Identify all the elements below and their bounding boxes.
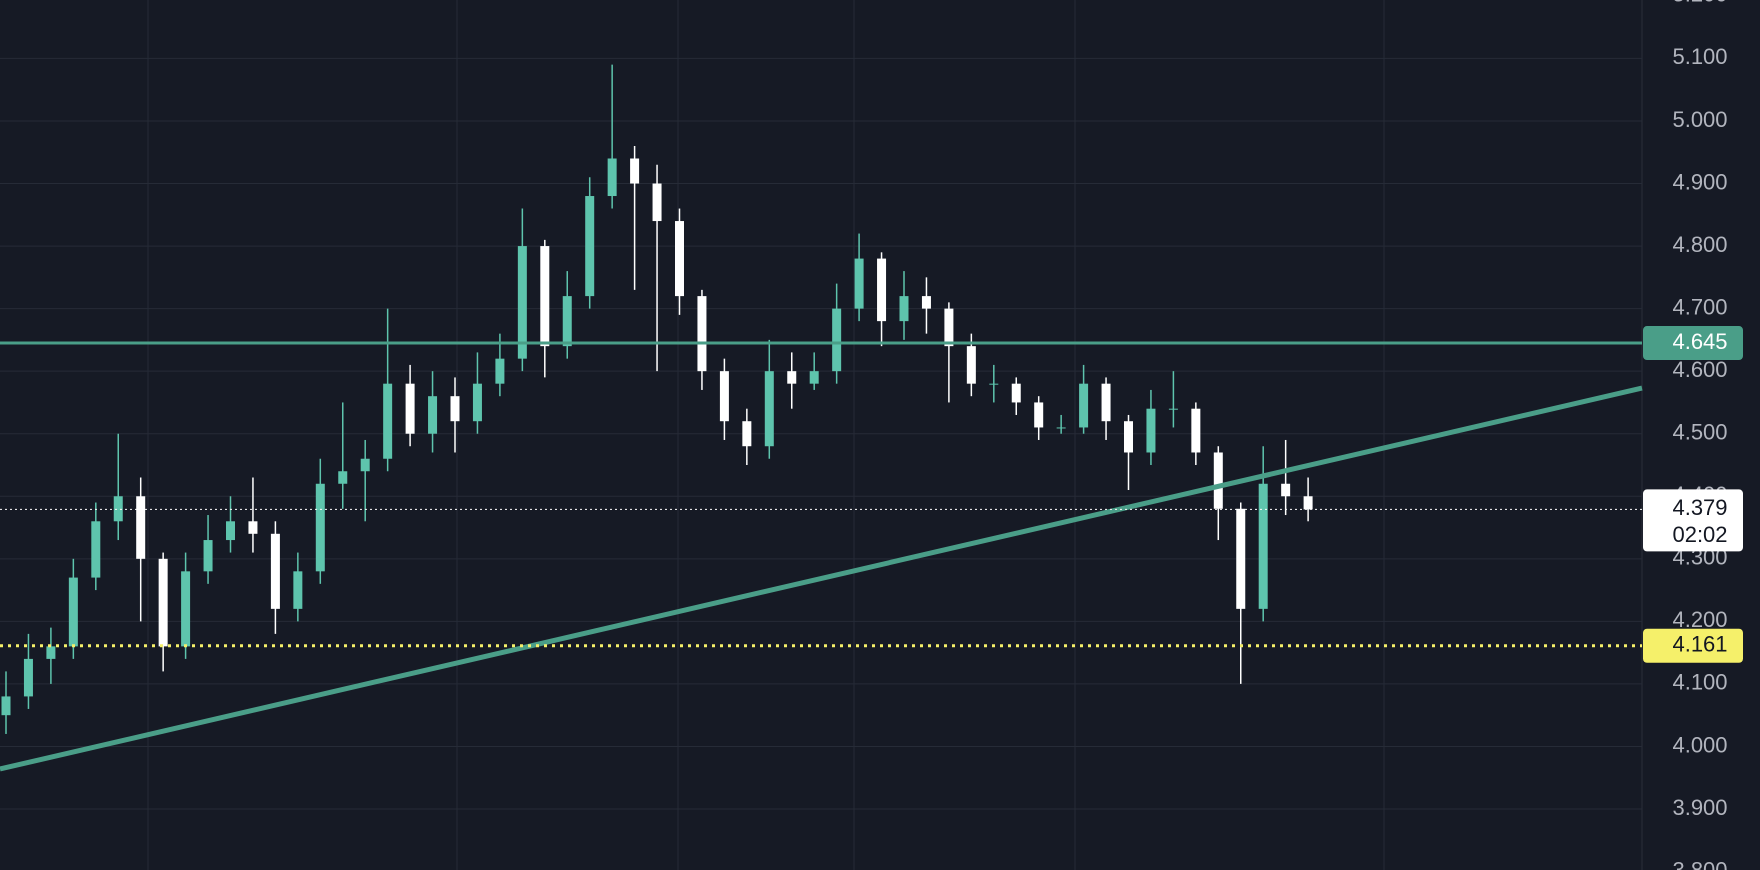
candle-body [158, 558, 168, 647]
candle-body [472, 383, 482, 422]
support-label-box [1643, 628, 1743, 663]
y-tick-label: 4.000 [1672, 732, 1727, 757]
y-tick-label: 4.500 [1672, 420, 1727, 445]
candle-body [652, 183, 662, 222]
candle-body [585, 196, 595, 297]
y-tick-label: 4.200 [1672, 607, 1727, 632]
vertical-grid [147, 0, 1385, 870]
y-tick-label: 4.800 [1672, 232, 1727, 257]
y-tick-label: 4.600 [1672, 357, 1727, 382]
trendline [0, 385, 1643, 772]
candle-body [989, 383, 999, 385]
candle-body [1079, 383, 1089, 428]
candle-body [1168, 408, 1178, 410]
candle-body [832, 308, 842, 372]
candle-body [1146, 408, 1156, 453]
candle-body [450, 396, 460, 422]
current-price-box [1643, 489, 1743, 552]
y-tick-label: 3.800 [1672, 857, 1727, 870]
candle-body [1011, 383, 1021, 403]
candle-body [719, 371, 729, 422]
candle-body [226, 521, 235, 541]
y-tick-label: 5.100 [1672, 44, 1727, 69]
candle-body [495, 358, 505, 384]
candle-body [113, 496, 123, 522]
y-tick-label: 4.100 [1672, 670, 1727, 695]
candle-body [203, 540, 213, 572]
candle-body [675, 221, 684, 297]
candle-body [383, 383, 393, 459]
candle-body [540, 246, 550, 347]
candle-body [517, 246, 527, 359]
candle-body [787, 371, 797, 384]
candle-body [1303, 496, 1313, 510]
candle-body [854, 258, 864, 309]
candle-body [1034, 402, 1044, 428]
candle-body [697, 296, 707, 372]
resistance-label-box [1643, 326, 1743, 361]
y-tick-label: 5.200 [1672, 0, 1727, 7]
candle-body [764, 371, 774, 447]
y-tick-label: 4.700 [1672, 294, 1727, 319]
candle-body [248, 521, 258, 534]
candle-body [360, 458, 370, 472]
candle-body [1191, 408, 1201, 453]
candle-body [23, 658, 33, 697]
current-price-label: 4.379 [1672, 495, 1727, 520]
candle-body [966, 346, 976, 384]
candle-body [315, 483, 325, 572]
candle-body [405, 383, 415, 434]
candle-body [91, 521, 101, 578]
candle-body [1056, 427, 1066, 429]
candle-body [944, 308, 954, 347]
support-label: 4.161 [1672, 632, 1727, 657]
candle-body [338, 471, 348, 484]
candle-body [562, 296, 572, 347]
candle-body [921, 296, 931, 309]
candle-body [270, 533, 280, 609]
y-tick-label: 4.900 [1672, 169, 1727, 194]
candle-body [899, 296, 909, 322]
candle-body [181, 571, 191, 647]
candle-body [46, 646, 56, 659]
candle-body [1, 696, 11, 716]
candle-body [1213, 452, 1223, 509]
resistance-label: 4.645 [1672, 329, 1727, 354]
candle-body [1281, 483, 1291, 497]
candle-body [68, 577, 78, 647]
candle-body [809, 371, 819, 384]
candle-body [1236, 508, 1246, 609]
candle-body [1258, 483, 1268, 609]
y-tick-label: 5.000 [1672, 107, 1727, 132]
candle-body [742, 421, 752, 447]
candle-body [630, 158, 640, 184]
countdown-label: 02:02 [1672, 522, 1727, 547]
candle-body [428, 396, 438, 434]
candle-body [136, 496, 146, 559]
candle-body [607, 158, 617, 197]
candle-body [1101, 383, 1111, 422]
candle-body [877, 258, 887, 322]
candle-body [293, 571, 303, 609]
y-tick-label: 3.900 [1672, 795, 1727, 820]
candle-body [1124, 421, 1133, 453]
